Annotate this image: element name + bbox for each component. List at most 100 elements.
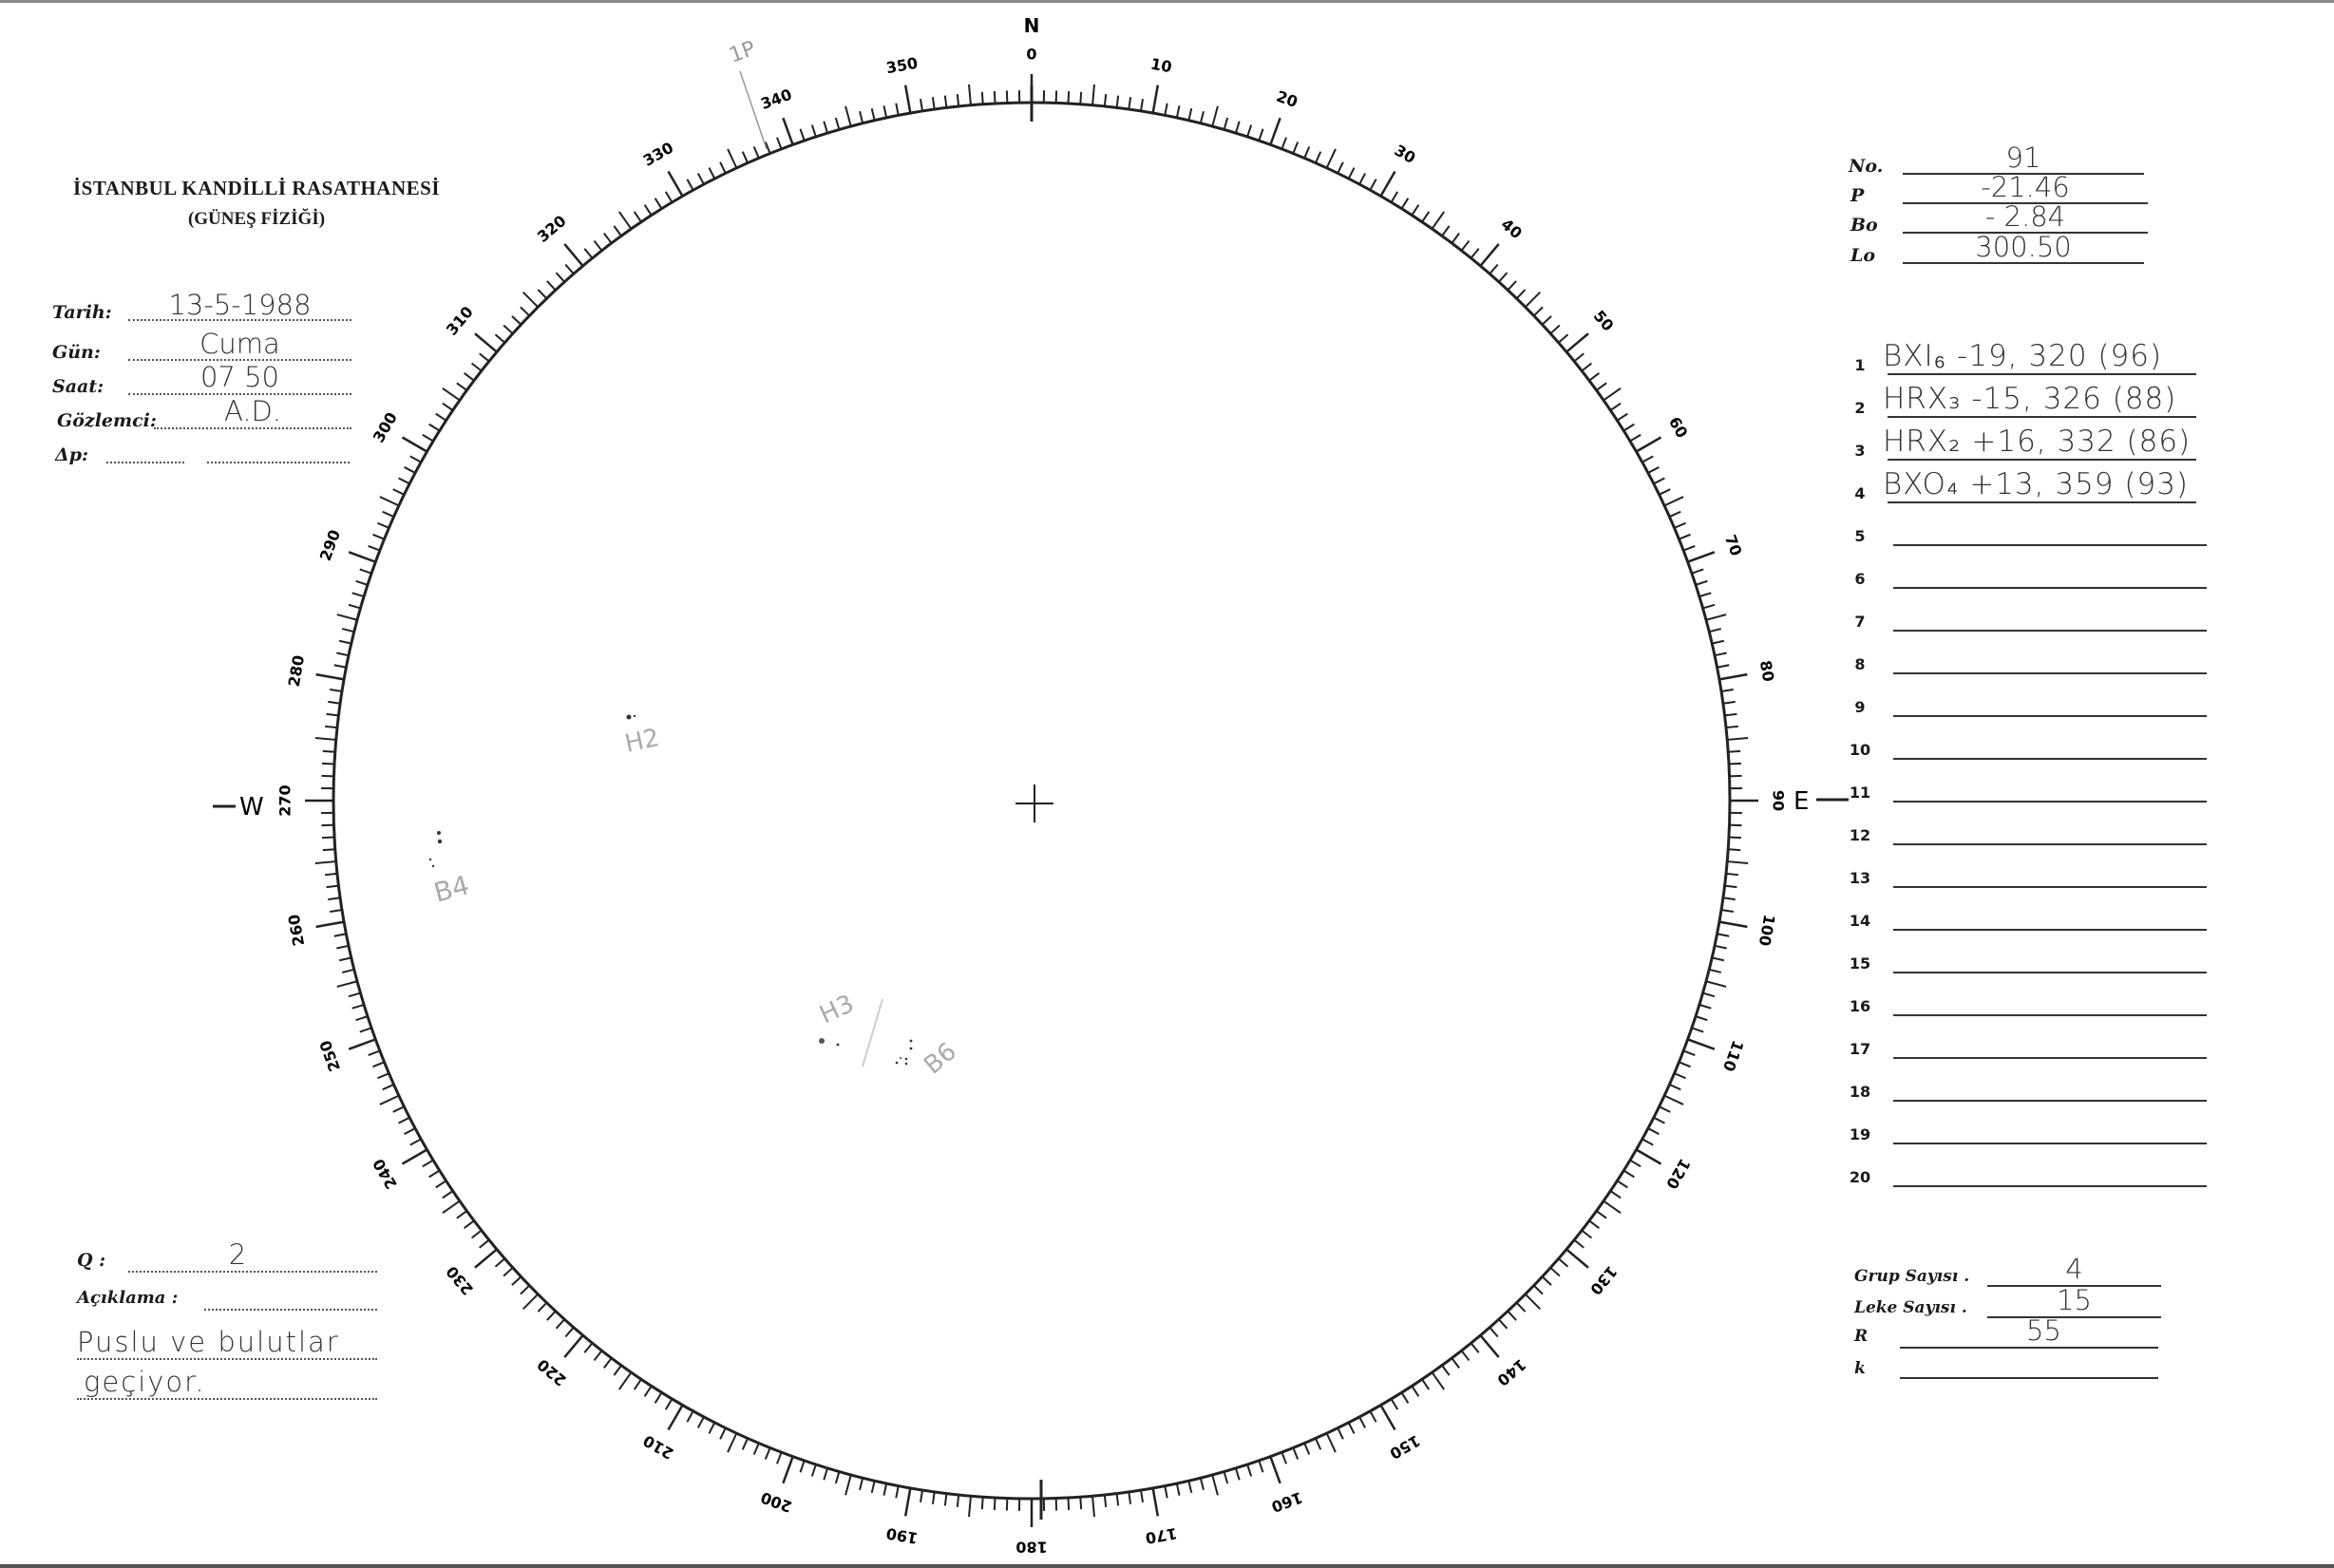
remark-field[interactable]	[204, 1309, 377, 1311]
degree-tick	[617, 1371, 633, 1390]
group-row-number: 17	[1849, 1040, 1871, 1058]
group-row-number: 15	[1849, 954, 1871, 973]
degree-tick	[1573, 352, 1584, 363]
group-row-field[interactable]	[1893, 758, 2207, 760]
group-row-value: HRX₃ -15, 326 (88)	[1883, 382, 2177, 416]
group-row-field[interactable]	[1893, 972, 2207, 973]
degree-tick	[333, 933, 347, 937]
degree-tick	[1663, 1094, 1684, 1105]
degree-tick	[1139, 99, 1145, 112]
group-row-field[interactable]	[1893, 587, 2207, 589]
dp-field-a[interactable]	[106, 462, 184, 463]
group-row-field[interactable]	[1888, 373, 2196, 375]
degree-tick	[1234, 121, 1241, 134]
degree-tick	[401, 1148, 428, 1165]
degree-tick	[686, 179, 694, 191]
degree-tick	[727, 1432, 738, 1453]
degree-tick	[520, 1284, 530, 1295]
degree-tick	[1139, 1489, 1145, 1502]
degree-tick	[1390, 191, 1399, 203]
degree-label: 270	[276, 784, 294, 816]
degree-tick	[1292, 1447, 1300, 1460]
remark-line-2[interactable]	[77, 1398, 377, 1400]
r-label: R	[1854, 1327, 1869, 1346]
k-field[interactable]	[1900, 1377, 2158, 1379]
degree-tick	[993, 90, 996, 104]
group-row-field[interactable]	[1893, 1100, 2207, 1102]
no-field[interactable]	[1903, 173, 2144, 175]
degree-tick	[643, 204, 653, 217]
degree-tick	[1708, 628, 1722, 633]
group-row-field[interactable]	[1893, 1185, 2207, 1187]
degree-tick	[1714, 944, 1727, 950]
day-field[interactable]	[128, 359, 351, 361]
degree-tick	[1581, 362, 1593, 372]
degree-tick	[583, 1342, 594, 1353]
group-row-field[interactable]	[1893, 544, 2207, 546]
degree-tick	[428, 1169, 441, 1179]
observer-field[interactable]	[154, 427, 351, 429]
degree-tick	[336, 980, 358, 988]
degree-tick	[686, 1410, 694, 1423]
group-row-field[interactable]	[1893, 715, 2207, 717]
degree-tick	[1223, 1471, 1229, 1484]
group-row-field[interactable]	[1893, 1057, 2207, 1059]
q-field[interactable]	[128, 1271, 377, 1273]
spot-count-field[interactable]	[1987, 1316, 2161, 1318]
bo-field[interactable]	[1903, 232, 2148, 234]
degree-tick	[511, 1275, 522, 1286]
r-field[interactable]	[1900, 1347, 2158, 1349]
group-row-field[interactable]	[1888, 501, 2196, 503]
group-row-field[interactable]	[1893, 801, 2207, 803]
degree-tick	[1358, 1416, 1367, 1428]
group-row-field[interactable]	[1893, 929, 2207, 931]
degree-tick	[1609, 1190, 1622, 1200]
degree-tick	[1533, 306, 1544, 317]
lo-field[interactable]	[1903, 262, 2144, 264]
degree-tick	[1515, 1302, 1527, 1313]
degree-label: 80	[1756, 659, 1778, 683]
degree-tick	[1515, 289, 1527, 299]
degree-tick	[1687, 1038, 1716, 1050]
group-row-field[interactable]	[1893, 1143, 2207, 1144]
degree-tick	[1303, 1443, 1311, 1455]
degree-tick	[1558, 333, 1569, 344]
sunspot	[909, 1039, 913, 1043]
degree-tick	[1674, 521, 1686, 529]
group-row-field[interactable]	[1893, 630, 2207, 632]
degree-tick	[1711, 956, 1725, 962]
degree-tick	[664, 191, 674, 203]
group-row-value: HRX₂ +16, 332 (86)	[1883, 425, 2192, 459]
group-row-field[interactable]	[1893, 672, 2207, 674]
group-row-field[interactable]	[1888, 459, 2196, 461]
degree-tick	[1258, 128, 1264, 142]
degree-tick	[564, 1327, 575, 1338]
degree-tick	[1635, 1148, 1662, 1165]
degree-label: 190	[884, 1524, 919, 1548]
group-row-field[interactable]	[1893, 886, 2207, 888]
group-count-field[interactable]	[1987, 1285, 2161, 1287]
group-row-number: 7	[1854, 613, 1866, 631]
pole-mark: 1P	[727, 37, 768, 150]
group-row-field[interactable]	[1893, 1014, 2207, 1016]
remark-label: Açıklama :	[77, 1288, 179, 1308]
remark-line-1[interactable]	[77, 1358, 377, 1360]
degree-tick	[1588, 372, 1600, 382]
dp-field-b[interactable]	[207, 462, 350, 463]
degree-tick	[603, 233, 613, 244]
degree-tick	[404, 1127, 416, 1136]
east-label: E	[1793, 787, 1809, 816]
degree-label: 160	[1269, 1488, 1305, 1516]
degree-tick	[1669, 510, 1681, 518]
p-field[interactable]	[1903, 202, 2148, 204]
degree-tick	[1525, 292, 1541, 308]
group-row-field[interactable]	[1888, 416, 2196, 418]
date-field[interactable]	[128, 319, 351, 321]
degree-tick	[633, 1378, 642, 1390]
degree-tick	[1695, 1015, 1708, 1022]
group-row-field[interactable]	[1893, 843, 2207, 845]
degree-tick	[776, 1451, 783, 1464]
degree-tick	[895, 1485, 900, 1499]
degree-tick	[1717, 933, 1730, 937]
time-field[interactable]	[128, 393, 351, 395]
